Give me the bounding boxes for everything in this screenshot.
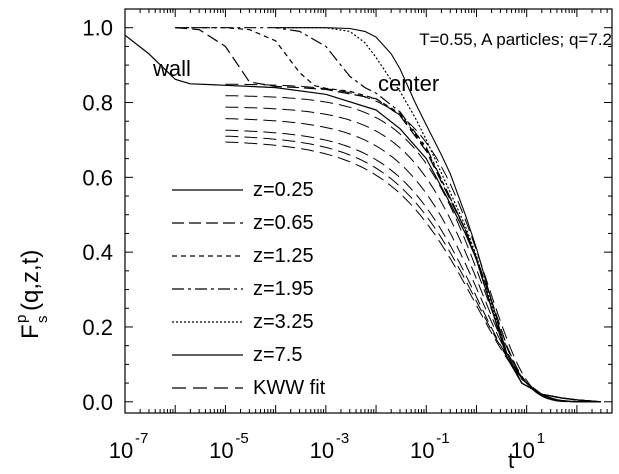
x-tick-label: 10	[109, 438, 133, 463]
x-tick-exponent: 1	[537, 430, 545, 447]
kww-fit-line	[225, 141, 601, 403]
svg-text:s: s	[34, 316, 51, 324]
x-tick-label: 10	[410, 438, 434, 463]
annotation-text: T=0.55, A particles; q=7.2	[419, 30, 612, 49]
legend: z=0.25 z=0.65 z=1.25 z=1.95 z=3.25 z=7.5 KWW f…	[172, 179, 326, 399]
kww-fit-line	[225, 106, 601, 403]
legend-label: z=0.25	[253, 179, 314, 201]
x-tick-label: 10	[209, 438, 233, 463]
y-tick-label: 0.6	[82, 165, 113, 190]
x-tick-label: 10	[310, 438, 334, 463]
series-line-z-1-25	[175, 27, 601, 403]
y-label-sup: p	[13, 315, 30, 323]
y-tick-label: 1.0	[82, 16, 113, 41]
x-tick-exponent: -7	[135, 430, 148, 447]
legend-label: z=1.95	[253, 278, 314, 300]
kww-fit-line	[225, 118, 601, 403]
y-tick-label: 0.0	[82, 390, 113, 415]
plot-border	[124, 8, 613, 414]
y-axis-label: F s p (q,z,t)	[13, 250, 51, 339]
x-tick-exponent: -3	[336, 430, 349, 447]
legend-label: z=3.25	[253, 311, 314, 333]
y-label-args: (q,z,t)	[17, 250, 44, 311]
axis-ticks	[124, 8, 613, 413]
y-tick-label: 0.2	[82, 315, 113, 340]
plot-frame	[124, 8, 613, 414]
svg-text:p: p	[13, 315, 30, 323]
kww-fit-line	[225, 129, 601, 403]
kww-fit-line	[225, 135, 601, 403]
y-tick-label: 0.8	[82, 91, 113, 116]
y-tick-label: 0.4	[82, 240, 113, 265]
series-line-z-0-25	[124, 34, 601, 403]
tick-labels: 10 -7 10 -5 10 -3 10 -1 10 10.00.20.40.60.81.0	[82, 16, 545, 463]
svg-text:(q,z,t): (q,z,t)	[17, 250, 44, 311]
kww-fit-curves	[225, 83, 601, 403]
legend-label: z=0.65	[253, 212, 314, 234]
x-tick-exponent: -5	[235, 430, 248, 447]
series-curves	[124, 27, 601, 403]
y-label-sub: s	[34, 316, 51, 324]
legend-label: z=7.5	[253, 344, 302, 366]
region-label-wall: wall	[152, 56, 191, 81]
x-tick-exponent: -1	[436, 430, 449, 447]
x-tick-label: 10	[510, 438, 534, 463]
legend-label: KWW fit	[253, 377, 326, 399]
x-axis-label: t	[508, 448, 514, 473]
svg-text:F: F	[17, 324, 44, 339]
y-label-main: F	[17, 324, 44, 339]
legend-label: z=1.25	[253, 245, 314, 267]
region-label-center: center	[378, 71, 439, 96]
